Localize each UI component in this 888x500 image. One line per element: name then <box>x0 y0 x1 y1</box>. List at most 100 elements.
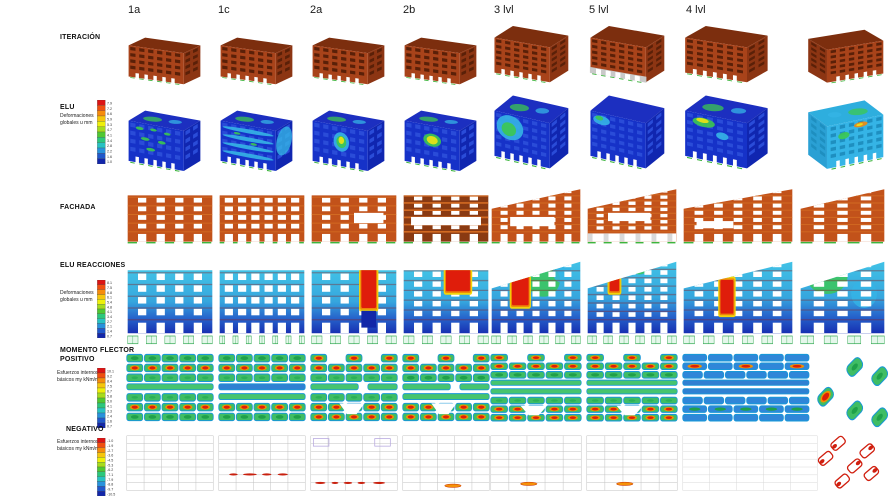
svg-text:4.1: 4.1 <box>107 404 112 408</box>
cell-reacciones-4 <box>488 252 584 350</box>
cell-iteracion-0 <box>124 24 216 92</box>
column-header-4lvl: 4 lvl <box>686 4 706 16</box>
svg-text:4.8: 4.8 <box>107 305 112 309</box>
svg-text:3.4: 3.4 <box>107 315 112 319</box>
cell-iteracion-5 <box>584 24 680 92</box>
cell-positivo-5 <box>584 351 680 431</box>
cell-positivo-1 <box>216 351 308 431</box>
row-sublabel-reacciones-2: globales u mm <box>60 297 93 303</box>
column-header-2b: 2b <box>403 4 416 16</box>
svg-text:-8.8: -8.8 <box>107 483 113 487</box>
svg-text:9.2: 9.2 <box>107 374 112 378</box>
column-header-5lvl: 5 lvl <box>589 4 609 16</box>
svg-text:8.1: 8.1 <box>107 281 112 285</box>
cell-elu-3 <box>400 93 492 181</box>
cell-negativo-4 <box>488 432 584 498</box>
cell-reacciones-6 <box>680 252 888 350</box>
svg-text:-2.7: -2.7 <box>107 449 113 453</box>
svg-text:6.8: 6.8 <box>107 291 112 295</box>
svg-text:0.7: 0.7 <box>107 424 112 428</box>
cell-fachada-3 <box>400 182 492 254</box>
svg-text:5.8: 5.8 <box>107 394 112 398</box>
cell-positivo-3 <box>400 351 492 431</box>
row-label-elu: ELU <box>60 104 75 111</box>
svg-text:5.3: 5.3 <box>107 123 112 127</box>
svg-text:-10.5: -10.5 <box>107 492 115 496</box>
svg-text:7.2: 7.2 <box>107 107 112 111</box>
cell-elu-5 <box>584 93 680 181</box>
svg-text:-9.7: -9.7 <box>107 487 113 491</box>
cell-negativo-2 <box>308 432 400 498</box>
row-sublabel-positivo-1: Esfuerzos internos <box>57 370 99 376</box>
row-label-negativo: NEGATIVO <box>66 426 104 433</box>
row-sublabel-elu-1: Deformaciones <box>60 113 94 119</box>
svg-text:-1.0: -1.0 <box>107 439 113 443</box>
row-label-reacciones: ELU REACCIONES <box>60 262 126 269</box>
svg-text:2.1: 2.1 <box>107 325 112 329</box>
cell-fachada-2 <box>308 182 400 254</box>
svg-text:2.2: 2.2 <box>107 150 112 154</box>
cell-positivo-2 <box>308 351 400 431</box>
cell-fachada-4 <box>488 182 584 254</box>
svg-text:2.4: 2.4 <box>107 414 112 418</box>
svg-text:5.4: 5.4 <box>107 300 112 304</box>
svg-text:1.4: 1.4 <box>107 329 112 333</box>
cell-negativo-6 <box>680 432 888 498</box>
svg-text:5.0: 5.0 <box>107 399 112 403</box>
cell-iteracion-3 <box>400 24 492 92</box>
cell-reacciones-3 <box>400 252 492 350</box>
svg-text:4.1: 4.1 <box>107 310 112 314</box>
svg-text:8.4: 8.4 <box>107 379 112 383</box>
svg-text:7.5: 7.5 <box>107 286 112 290</box>
scale-elu: 7.9 7.2 6.6 5.9 5.3 4.7 4.1 3.4 2.8 2.2 1.6 1.0 <box>97 99 123 169</box>
cell-negativo-1 <box>216 432 308 498</box>
cell-reacciones-1 <box>216 252 308 350</box>
cell-negativo-5 <box>584 432 680 498</box>
cell-elu-1 <box>216 93 308 181</box>
svg-text:-7.9: -7.9 <box>107 478 113 482</box>
cell-fachada-0 <box>124 182 216 254</box>
svg-text:2.8: 2.8 <box>107 144 112 148</box>
cell-elu-0 <box>124 93 216 181</box>
svg-text:4.7: 4.7 <box>107 128 112 132</box>
scale-positivo: 10.1 9.2 8.4 7.5 6.7 5.8 5.0 4.1 3.3 2.4 1.6 0.7 <box>97 367 123 433</box>
column-header-3lvl: 3 lvl <box>494 4 514 16</box>
svg-text:3.3: 3.3 <box>107 409 112 413</box>
svg-text:4.1: 4.1 <box>107 134 112 138</box>
cell-iteracion-1 <box>216 24 308 92</box>
cell-reacciones-5 <box>584 252 680 350</box>
row-sublabel-positivo-2: básicos my kNm/m <box>57 377 100 383</box>
cell-elu-2 <box>308 93 400 181</box>
row-label-fachada: FACHADA <box>60 204 96 211</box>
svg-text:6.1: 6.1 <box>107 296 112 300</box>
row-label-positivo-2: POSITIVO <box>60 356 95 363</box>
row-label-iteracion: ITERACIÓN <box>60 34 101 41</box>
svg-text:7.9: 7.9 <box>107 102 112 106</box>
cell-reacciones-0 <box>124 252 216 350</box>
svg-text:7.5: 7.5 <box>107 384 112 388</box>
cell-positivo-6 <box>680 351 888 431</box>
row-sublabel-negativo-1: Esfuerzos internos <box>57 439 99 445</box>
cell-fachada-1 <box>216 182 308 254</box>
cell-iteracion-2 <box>308 24 400 92</box>
svg-text:6.7: 6.7 <box>107 389 112 393</box>
svg-text:1.6: 1.6 <box>107 419 112 423</box>
svg-text:1.6: 1.6 <box>107 155 112 159</box>
svg-text:-7.1: -7.1 <box>107 473 113 477</box>
cell-positivo-4 <box>488 351 584 431</box>
column-header-2a: 2a <box>310 4 323 16</box>
svg-text:-3.6: -3.6 <box>107 454 113 458</box>
scale-reacciones: 8.1 7.5 6.8 6.1 5.4 4.8 4.1 3.4 2.7 2.1 1.4 0.7 <box>97 279 123 343</box>
row-sublabel-negativo-2: básicos my kNm/m <box>57 446 100 452</box>
svg-text:-1.9: -1.9 <box>107 444 113 448</box>
cell-negativo-3 <box>400 432 492 498</box>
column-header-1c: 1c <box>218 4 230 16</box>
cell-iteracion-6 <box>680 24 888 92</box>
cell-fachada-5 <box>584 182 680 254</box>
cell-reacciones-2 <box>308 252 400 350</box>
row-label-positivo-1: MOMENTO FLECTOR <box>60 347 135 354</box>
cell-iteracion-4 <box>488 24 584 92</box>
cell-elu-6 <box>680 93 888 181</box>
svg-text:6.6: 6.6 <box>107 112 112 116</box>
